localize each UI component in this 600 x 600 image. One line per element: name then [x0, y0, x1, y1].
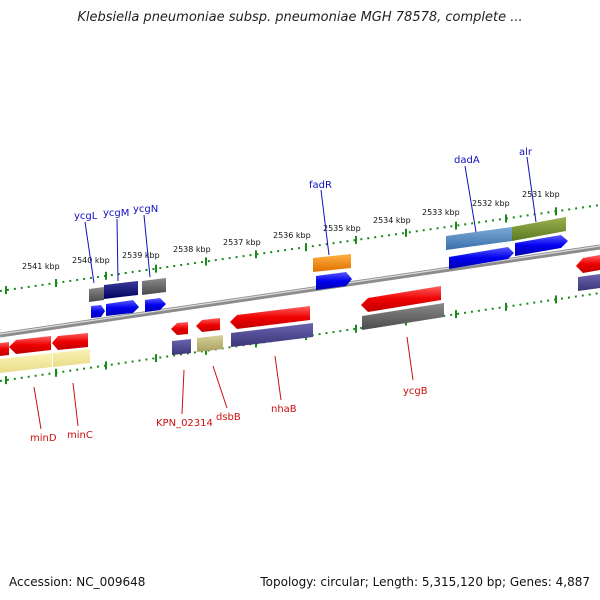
feature-block [578, 274, 600, 291]
top-feature-blocks [89, 217, 566, 302]
cds-arrow [9, 336, 51, 354]
kbp-label: 2534 kbp [373, 216, 411, 225]
leader-line [464, 165, 477, 233]
backbone [0, 244, 600, 338]
gene-label: minD [30, 433, 57, 444]
leader-line [406, 336, 414, 381]
cds-arrow [576, 255, 600, 273]
gene-labels: ycgL ycgM ycgN fadR dadA alr minD minC K… [30, 147, 533, 444]
cds-arrow [449, 247, 514, 269]
gene-label: ycgM [103, 208, 129, 219]
topology-summary: Topology: circular; Length: 5,315,120 bp… [260, 575, 590, 589]
cds-arrow [106, 300, 139, 316]
gene-label: fadR [309, 180, 332, 191]
feature-block [104, 281, 138, 299]
kbp-label: 2532 kbp [472, 199, 510, 208]
gene-label: alr [519, 147, 533, 158]
backbone-highlight [0, 245, 600, 335]
feature-block [142, 278, 166, 295]
leader-line [143, 214, 151, 278]
cds-arrow [361, 286, 441, 312]
leader-line [526, 156, 537, 223]
map-title: Klebsiella pneumoniae subsp. pneumoniae … [77, 10, 523, 25]
feature-block [512, 217, 566, 241]
kbp-label: 2535 kbp [323, 224, 361, 233]
feature-block [53, 349, 90, 367]
kbp-label: 2536 kbp [273, 231, 311, 240]
feature-block [231, 323, 313, 347]
kbp-label: 2531 kbp [522, 190, 560, 199]
feature-block [313, 254, 351, 272]
gene-label: ycgN [133, 204, 158, 215]
cds-arrow [171, 322, 188, 335]
leader-line [274, 355, 282, 401]
gene-label: nhaB [271, 404, 297, 415]
cds-arrow [145, 298, 166, 312]
cds-arrow [230, 306, 310, 329]
kbp-label: 2541 kbp [22, 262, 60, 271]
gene-label: ycgL [74, 211, 98, 222]
leader-line [33, 386, 42, 430]
leader-line [212, 365, 228, 409]
accession-text: Accession: NC_009648 [9, 575, 146, 589]
kbp-label: 2538 kbp [173, 245, 211, 254]
leader-line [84, 221, 95, 284]
cds-arrow [316, 272, 352, 290]
top-cds-arrows [91, 235, 600, 318]
tick-track-bottom [0, 292, 600, 382]
feature-block [362, 303, 444, 330]
cds-arrow [91, 305, 105, 318]
cds-arrow [0, 342, 9, 356]
tick-track-top [0, 204, 600, 292]
cds-arrow [196, 318, 220, 332]
leader-line [116, 218, 119, 282]
gene-label: KPN_02314 [156, 418, 213, 429]
gene-label: dsbB [216, 412, 241, 423]
leader-line [320, 189, 330, 256]
feature-block [172, 339, 191, 355]
bottom-feature-blocks [0, 303, 444, 373]
feature-block [197, 335, 223, 352]
gene-label: ycgB [403, 386, 428, 397]
leader-line [181, 369, 185, 415]
gene-label: minC [67, 430, 93, 441]
kbp-label: 2537 kbp [223, 238, 261, 247]
cds-arrow [515, 235, 568, 256]
feature-block [446, 227, 512, 250]
feature-block [0, 353, 52, 373]
bottom-cds-arrows [0, 286, 441, 356]
feature-block [89, 287, 104, 302]
kbp-label: 2539 kbp [122, 251, 160, 260]
leader-line [72, 382, 79, 427]
kbp-label: 2533 kbp [422, 208, 460, 217]
gene-label: dadA [454, 155, 480, 166]
cds-arrow [52, 333, 88, 350]
leader-lines [33, 156, 537, 430]
